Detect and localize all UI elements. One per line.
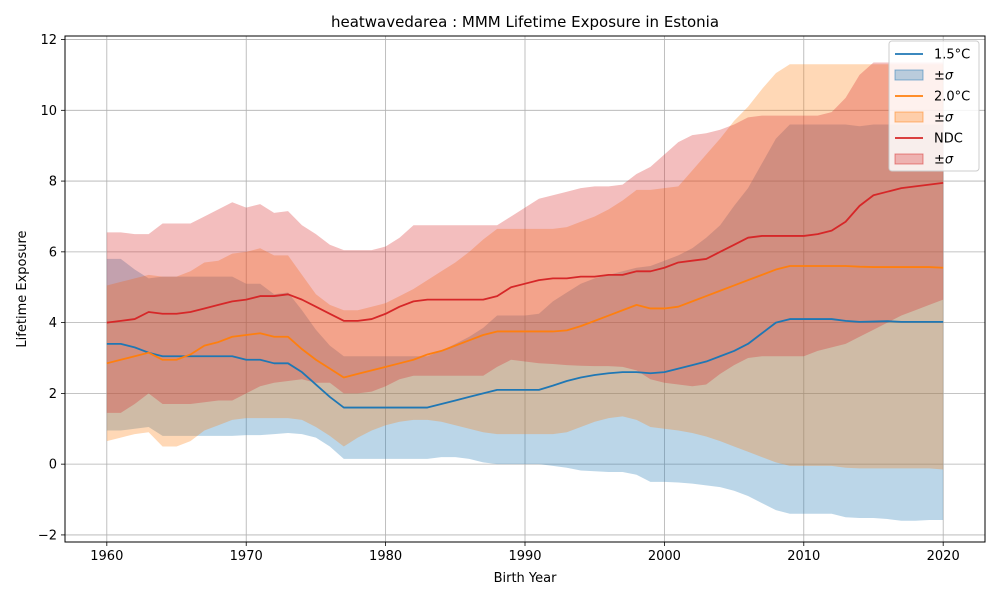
x-tick-label: 1970 xyxy=(230,549,263,564)
legend-label-15c: 1.5°C xyxy=(934,48,970,63)
legend-band-label-20c: ±σ xyxy=(934,111,954,126)
legend-label-ndc: NDC xyxy=(934,132,963,147)
y-tick-label: 12 xyxy=(40,33,57,48)
legend-patch-20c xyxy=(894,111,924,123)
legend-patch-15c xyxy=(894,69,924,81)
line-15c xyxy=(106,318,944,409)
y-tick-label: 2 xyxy=(49,387,57,402)
x-tick-label: 2010 xyxy=(787,549,820,564)
y-tick-label: 10 xyxy=(40,104,57,119)
legend: 1.5°C ±σ 2.0°C ±σ NDC ±σ xyxy=(888,40,980,172)
legend-label-20c: 2.0°C xyxy=(934,90,970,105)
x-tick-label: 1980 xyxy=(369,549,402,564)
uncertainty-bands xyxy=(106,62,944,521)
y-tick-label: 4 xyxy=(49,316,57,331)
y-tick-label: −2 xyxy=(38,528,57,543)
x-tick-label: 2000 xyxy=(648,549,681,564)
y-tick-label: 8 xyxy=(49,175,57,190)
x-tick-label: 1990 xyxy=(508,549,541,564)
x-tick-label: 1960 xyxy=(90,549,123,564)
legend-band-label-ndc: ±σ xyxy=(934,153,954,168)
y-axis-label: Lifetime Exposure xyxy=(15,230,30,347)
y-tick-label: 6 xyxy=(49,245,57,260)
legend-band-label-15c: ±σ xyxy=(934,69,954,84)
chart-title: heatwavedarea : MMM Lifetime Exposure in… xyxy=(331,13,719,31)
line-ndc xyxy=(106,181,944,324)
y-tick-label: 0 xyxy=(49,458,57,473)
grid xyxy=(65,36,985,542)
band-20c xyxy=(106,64,944,470)
line-20c xyxy=(106,265,944,379)
band-ndc xyxy=(106,62,944,413)
band-15c xyxy=(106,124,944,521)
legend-patch-ndc xyxy=(894,153,924,165)
x-tick-label: 2020 xyxy=(927,549,960,564)
series-lines xyxy=(106,181,944,409)
x-axis-label: Birth Year xyxy=(494,571,558,586)
axis-ticks: 1960 1970 1980 1990 2000 2010 2020 −2 0 2 4 6 8 10 12 xyxy=(38,33,960,564)
